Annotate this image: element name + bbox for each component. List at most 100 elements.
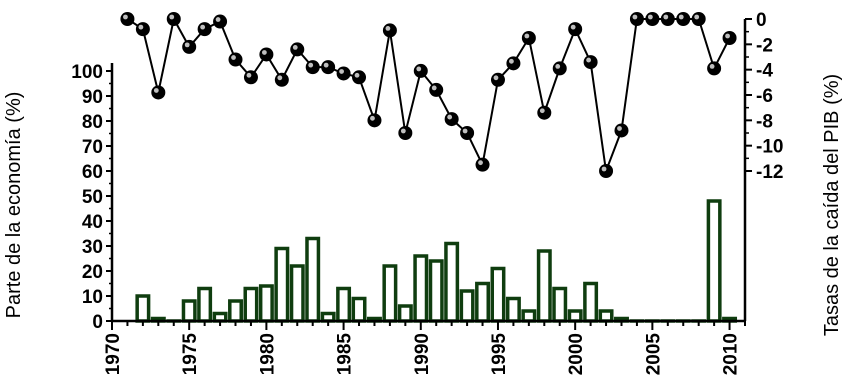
point-highlight-1987 — [370, 115, 375, 121]
point-highlight-1999 — [555, 64, 561, 69]
x-tick-label-2010: 2010 — [721, 333, 742, 375]
point-highlight-1986 — [354, 72, 360, 78]
points-layer — [120, 12, 737, 178]
x-tick-label-1970: 1970 — [103, 333, 124, 375]
bar-2000 — [567, 309, 583, 323]
point-1992 — [444, 112, 459, 127]
bar-1999 — [552, 286, 568, 323]
point-1997 — [521, 31, 536, 45]
bar-1978 — [228, 299, 243, 323]
point-1988 — [382, 23, 397, 38]
left-tick-label-70: 70 — [82, 137, 103, 158]
bar-1998 — [536, 249, 552, 323]
point-1991 — [429, 82, 444, 97]
bar-1992 — [444, 241, 460, 323]
point-1995 — [490, 72, 505, 87]
point-2003 — [614, 123, 629, 138]
point-highlight-1994 — [478, 160, 483, 166]
right-tick-label--4: -4 — [756, 61, 773, 82]
point-highlight-2003 — [617, 126, 622, 131]
x-tick-label-1985: 1985 — [335, 333, 356, 376]
bar-1983 — [305, 236, 321, 323]
left-tick-label-80: 80 — [82, 112, 103, 133]
point-highlight-1995 — [493, 75, 499, 81]
bar-1982 — [289, 264, 305, 323]
gdp-decline-line — [126, 16, 731, 175]
bar-1991 — [428, 259, 444, 323]
point-highlight-2005 — [647, 14, 653, 20]
bar-1990 — [413, 254, 429, 323]
point-highlight-1981 — [277, 75, 283, 81]
point-highlight-2004 — [632, 14, 638, 20]
bar-1979 — [243, 286, 259, 323]
bar-1986 — [351, 296, 367, 323]
point-highlight-2006 — [663, 14, 669, 20]
left-tick-label-60: 60 — [82, 162, 103, 183]
point-1971 — [120, 12, 135, 26]
point-1999 — [552, 61, 567, 76]
point-highlight-2002 — [601, 166, 607, 172]
point-highlight-1979 — [246, 72, 252, 78]
point-2010 — [722, 31, 737, 45]
right-tick-label--12: -12 — [756, 162, 783, 183]
right-tick-label--6: -6 — [756, 86, 773, 107]
point-1990 — [413, 63, 428, 78]
bar-1989 — [397, 304, 413, 323]
point-2006 — [660, 12, 675, 26]
point-1977 — [213, 14, 228, 29]
right-tick-label--10: -10 — [756, 137, 783, 158]
point-1974 — [166, 12, 181, 26]
bar-1972 — [135, 294, 151, 323]
right-tick-label-0: 0 — [756, 10, 767, 31]
point-2005 — [645, 12, 660, 26]
point-1981 — [274, 72, 289, 87]
point-1993 — [460, 126, 475, 140]
x-tick-label-1995: 1995 — [489, 333, 510, 376]
point-highlight-1982 — [292, 45, 298, 50]
bar-1975 — [181, 299, 197, 323]
point-1987 — [367, 113, 382, 128]
point-1973 — [151, 85, 166, 100]
point-1986 — [352, 70, 367, 85]
point-highlight-1989 — [400, 128, 406, 134]
bar-1993 — [459, 289, 475, 323]
point-highlight-2001 — [586, 57, 592, 63]
point-highlight-1992 — [447, 114, 453, 120]
left-tick-label-10: 10 — [82, 287, 103, 308]
point-highlight-2000 — [570, 24, 576, 30]
point-1980 — [259, 47, 274, 62]
point-1982 — [290, 42, 305, 57]
point-1978 — [228, 52, 243, 67]
point-1998 — [537, 105, 552, 120]
left-tick-label-20: 20 — [82, 262, 103, 283]
point-highlight-2007 — [678, 14, 684, 20]
point-2008 — [691, 12, 706, 26]
point-1976 — [197, 22, 212, 37]
bar-1996 — [505, 296, 521, 323]
point-highlight-1980 — [261, 50, 267, 55]
point-highlight-1998 — [539, 108, 545, 114]
x-tick-label-1980: 1980 — [257, 333, 278, 375]
left-tick-label-90: 90 — [82, 87, 103, 108]
point-highlight-1993 — [462, 128, 468, 134]
bar-1981 — [274, 246, 290, 323]
bar-1997 — [521, 309, 537, 323]
x-tick-label-1990: 1990 — [412, 333, 433, 375]
left-tick-label-0: 0 — [92, 312, 103, 333]
bar-1994 — [475, 281, 491, 323]
right-axis-title: Tasas de la caída del PIB (%) — [821, 74, 843, 336]
bar-1980 — [258, 284, 274, 323]
point-1989 — [398, 126, 413, 140]
point-highlight-1985 — [339, 69, 344, 74]
bar-2009 — [706, 199, 722, 323]
point-highlight-1973 — [153, 88, 159, 93]
right-tick-label--8: -8 — [756, 111, 773, 132]
point-highlight-1990 — [416, 66, 422, 72]
point-1983 — [305, 60, 320, 75]
point-highlight-1971 — [123, 14, 128, 20]
x-tick-label-2005: 2005 — [643, 333, 664, 376]
point-1975 — [182, 39, 197, 54]
x-tick-label-1975: 1975 — [180, 333, 201, 376]
point-highlight-2010 — [725, 33, 730, 39]
left-tick-label-100: 100 — [71, 62, 103, 83]
